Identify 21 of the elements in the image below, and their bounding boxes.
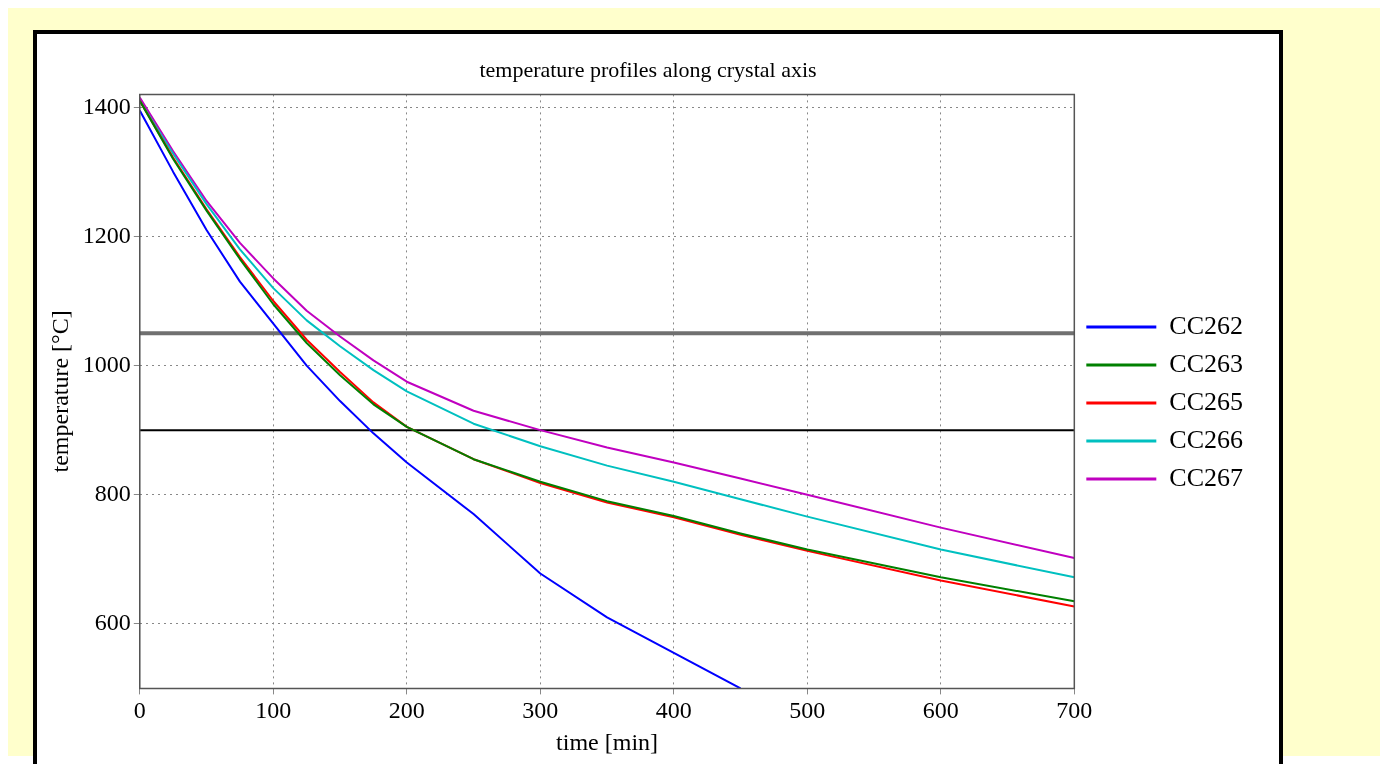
x-tick-label: 500 [789,697,826,724]
chart-title: temperature profiles along crystal axis [479,56,817,82]
x-tick-label: 700 [1056,697,1093,724]
x-tick-label: 400 [655,697,692,724]
legend-label: CC267 [1169,462,1243,492]
y-tick-label: 600 [94,609,131,636]
x-tick-label: 100 [255,697,292,724]
legend-label: CC265 [1169,386,1243,416]
x-tick-label: 300 [522,697,559,724]
x-tick-label: 600 [922,697,959,724]
x-tick-label: 200 [388,697,425,724]
y-tick-label: 1000 [82,350,131,377]
y-tick-label: 1400 [82,92,131,119]
x-tick-label: 0 [133,697,146,724]
legend-label: CC263 [1169,348,1243,378]
y-tick-label: 800 [94,480,131,506]
x-axis-title: time [min] [556,728,659,755]
legend-label: CC266 [1169,424,1243,454]
y-axis-title: temperature [°C] [46,310,73,473]
legend-label: CC262 [1169,310,1243,340]
y-tick-label: 1200 [82,221,131,248]
